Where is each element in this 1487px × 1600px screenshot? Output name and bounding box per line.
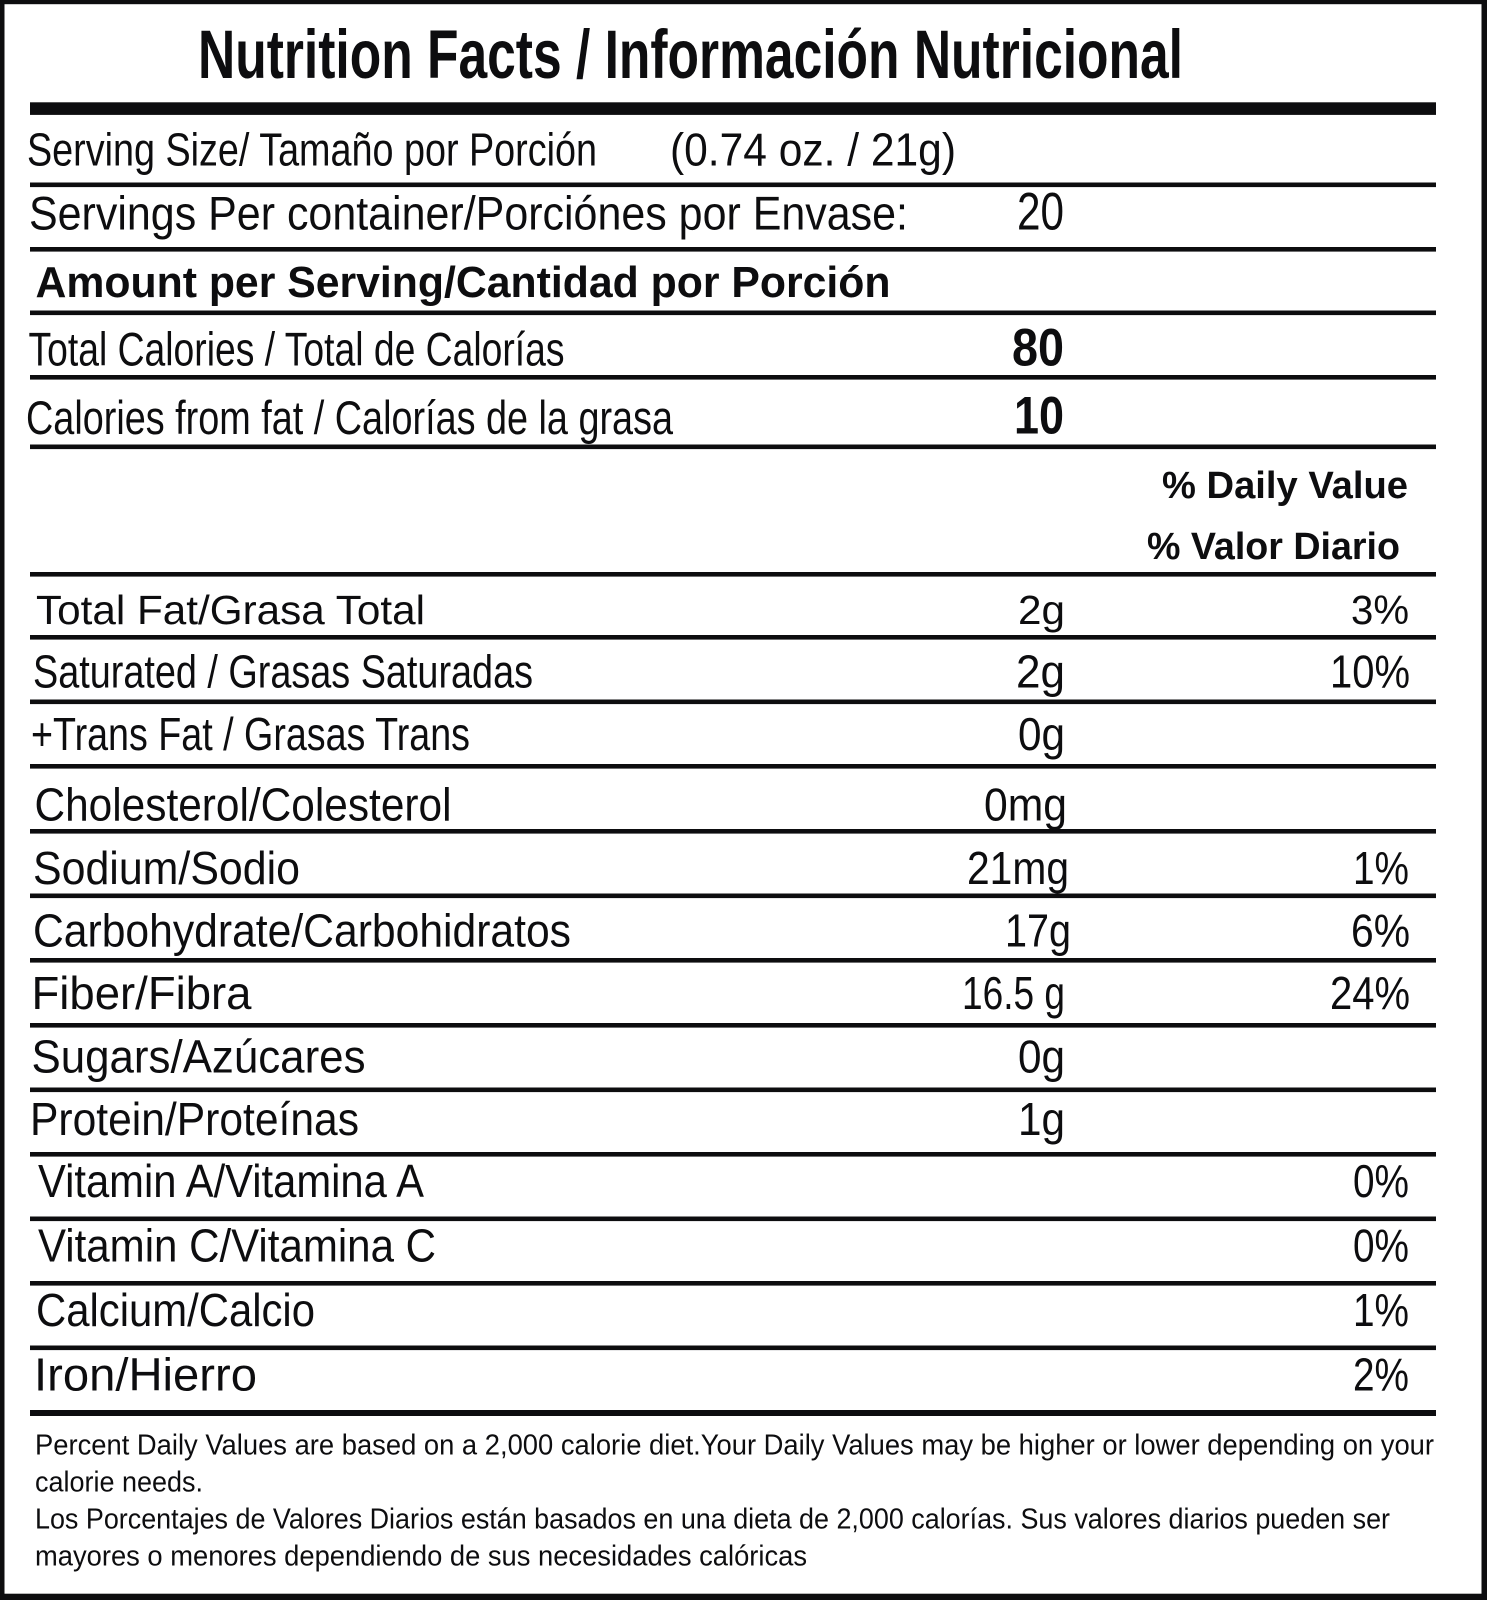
svg-text:Calcium/Calcio: Calcium/Calcio — [36, 1284, 315, 1336]
svg-text:20: 20 — [1017, 183, 1064, 242]
svg-text:0%: 0% — [1353, 1155, 1409, 1207]
svg-text:Vitamin C/Vitamina C: Vitamin C/Vitamina C — [38, 1220, 436, 1272]
svg-text:% Daily Value: % Daily Value — [1162, 465, 1408, 507]
svg-text:Nutrition Facts / Información: Nutrition Facts / Información Nutriciona… — [198, 16, 1183, 93]
svg-text:16.5 g: 16.5 g — [962, 967, 1065, 1019]
svg-text:80: 80 — [1012, 319, 1064, 378]
svg-text:21mg: 21mg — [967, 842, 1069, 894]
svg-text:10: 10 — [1014, 387, 1064, 446]
svg-text:Saturated / Grasas Saturadas: Saturated / Grasas Saturadas — [33, 646, 533, 698]
svg-text:17g: 17g — [1005, 905, 1071, 957]
svg-text:1%: 1% — [1353, 1284, 1409, 1336]
svg-text:Servings Per container/Porción: Servings Per container/Porciónes por Env… — [29, 187, 908, 240]
svg-text:Carbohydrate/Carbohidratos: Carbohydrate/Carbohidratos — [33, 905, 571, 957]
svg-text:Total Calories / Total de Calo: Total Calories / Total de Calorías — [29, 323, 565, 376]
svg-text:0g: 0g — [1018, 708, 1065, 760]
svg-text:Cholesterol/Colesterol: Cholesterol/Colesterol — [35, 779, 452, 831]
svg-text:2g: 2g — [1016, 646, 1065, 698]
svg-text:0%: 0% — [1353, 1220, 1409, 1272]
svg-text:24%: 24% — [1330, 967, 1410, 1019]
svg-text:2%: 2% — [1353, 1349, 1409, 1401]
svg-text:% Valor Diario: % Valor Diario — [1147, 526, 1400, 568]
svg-text:(0.74 oz. / 21g): (0.74 oz. / 21g) — [670, 124, 956, 176]
svg-text:10%: 10% — [1330, 646, 1410, 698]
svg-text:0g: 0g — [1018, 1031, 1065, 1083]
svg-text:Los Porcentajes de Valores Dia: Los Porcentajes de Valores Diarios están… — [35, 1504, 1390, 1536]
svg-text:1%: 1% — [1353, 842, 1409, 894]
svg-text:Iron/Hierro: Iron/Hierro — [34, 1349, 257, 1401]
svg-text:Total Fat/Grasa Total: Total Fat/Grasa Total — [36, 587, 425, 633]
svg-text:Serving Size/ Tamaño por Porci: Serving Size/ Tamaño por Porción — [27, 124, 597, 176]
svg-text:Percent Daily Values are based: Percent Daily Values are based on a 2,00… — [35, 1430, 1434, 1462]
svg-text:Fiber/Fibra: Fiber/Fibra — [32, 967, 252, 1019]
svg-text:Sodium/Sodio: Sodium/Sodio — [33, 842, 300, 894]
svg-text:0mg: 0mg — [984, 779, 1067, 831]
svg-text:+Trans Fat / Grasas Trans: +Trans Fat / Grasas Trans — [31, 708, 470, 760]
svg-text:2g: 2g — [1018, 587, 1065, 633]
svg-text:3%: 3% — [1351, 587, 1409, 633]
svg-text:Calories from fat / Calorías d: Calories from fat / Calorías de la grasa — [26, 391, 674, 444]
svg-text:6%: 6% — [1351, 905, 1410, 957]
svg-text:mayores o menores dependiendo: mayores o menores dependiendo de sus nec… — [35, 1541, 807, 1573]
svg-text:Sugars/Azúcares: Sugars/Azúcares — [32, 1031, 366, 1083]
svg-text:Protein/Proteínas: Protein/Proteínas — [30, 1093, 359, 1145]
svg-text:1g: 1g — [1018, 1093, 1065, 1145]
svg-text:calorie needs.: calorie needs. — [35, 1467, 203, 1499]
svg-text:Vitamin A/Vitamina A: Vitamin A/Vitamina A — [38, 1155, 424, 1207]
svg-text:Amount per Serving/Cantidad po: Amount per Serving/Cantidad por Porción — [36, 258, 891, 307]
